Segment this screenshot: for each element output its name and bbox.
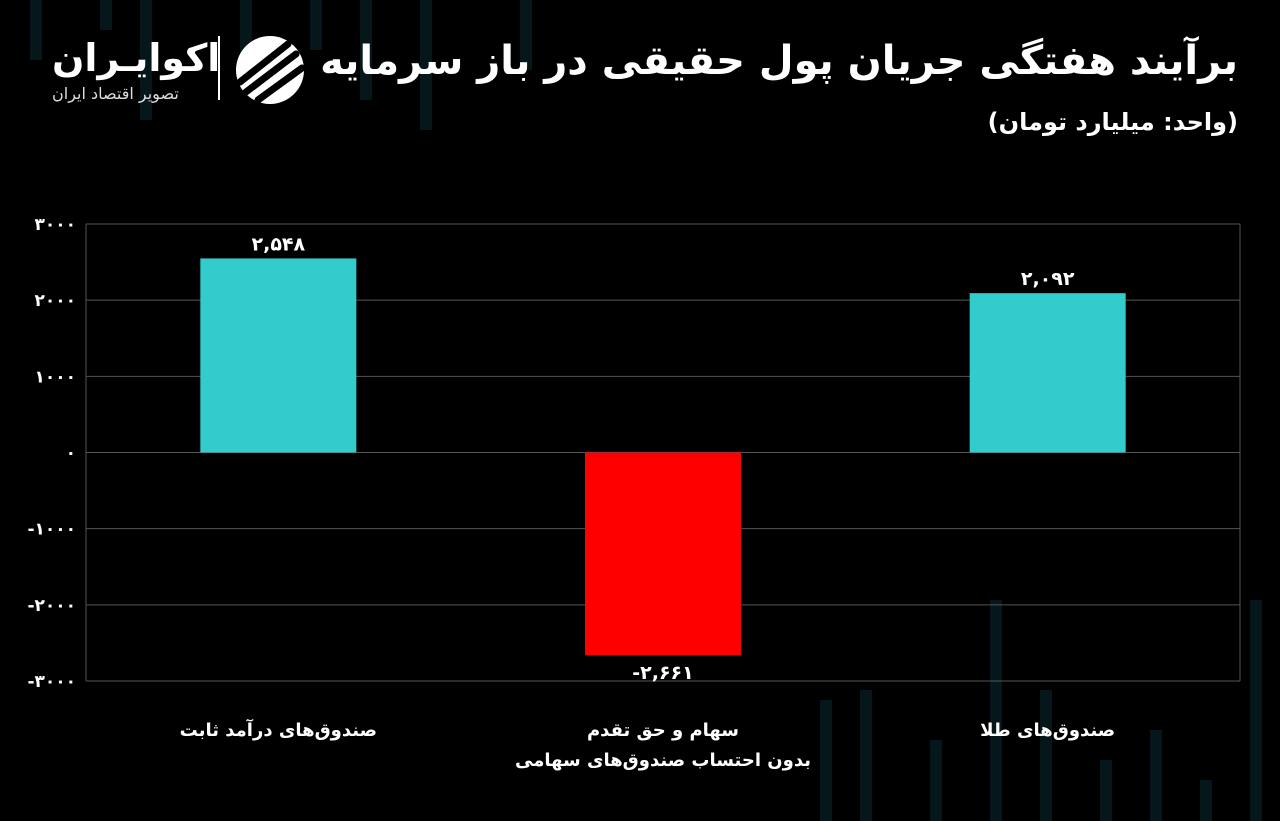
data-label: ۲,۵۴۸ — [252, 233, 306, 255]
logo-tagline: تصویر اقتصاد ایران — [52, 84, 179, 103]
data-label: -۲,۶۶۱ — [632, 662, 694, 684]
bg-candle — [930, 740, 942, 821]
chart-unit: (واحد: میلیارد تومان) — [987, 108, 1238, 136]
data-label: ۲,۰۹۲ — [1021, 268, 1075, 290]
bg-candle — [140, 0, 152, 120]
logo-name: اکوایـران — [52, 36, 221, 80]
bg-candle — [860, 690, 872, 821]
bg-candle — [1150, 730, 1162, 821]
bg-candle — [360, 0, 372, 100]
x-category-label: صندوق‌های طلا — [980, 720, 1115, 741]
y-tick-label: ۱۰۰۰ — [34, 367, 76, 387]
bg-candle — [30, 0, 42, 60]
y-tick-label: -۱۰۰۰ — [27, 520, 76, 540]
logo-divider — [218, 36, 220, 100]
y-tick-label: ۳۰۰۰ — [34, 215, 76, 235]
bg-candle — [1100, 760, 1112, 821]
ecoiran-logo-icon — [236, 36, 306, 104]
chart-title: برآیند هفتگی جریان پول حقیقی در باز سرما… — [320, 38, 1238, 84]
x-category-label: صندوق‌های درآمد ثابت — [180, 718, 377, 741]
y-tick-label: -۳۰۰۰ — [27, 672, 76, 692]
bar — [969, 293, 1126, 453]
x-category-label: بدون احتساب صندوق‌های سهامی — [515, 750, 811, 771]
bg-candle — [1250, 600, 1262, 821]
bg-candle — [520, 0, 532, 70]
y-tick-label: ۲۰۰۰ — [34, 291, 76, 311]
y-tick-label: ۰ — [66, 444, 76, 464]
bar — [585, 452, 741, 656]
bg-candle — [990, 600, 1002, 821]
bg-candle — [820, 700, 832, 821]
brand-logo: اکوایـران تصویر اقتصاد ایران — [48, 30, 318, 110]
bg-candle — [310, 0, 322, 50]
bg-candle — [1200, 780, 1212, 821]
bar — [200, 258, 357, 453]
bg-candle — [420, 0, 432, 130]
bg-candle — [100, 0, 112, 30]
bg-candle — [1040, 690, 1052, 821]
y-tick-label: -۲۰۰۰ — [27, 596, 76, 616]
x-category-label: سهام و حق تقدم — [587, 720, 739, 741]
